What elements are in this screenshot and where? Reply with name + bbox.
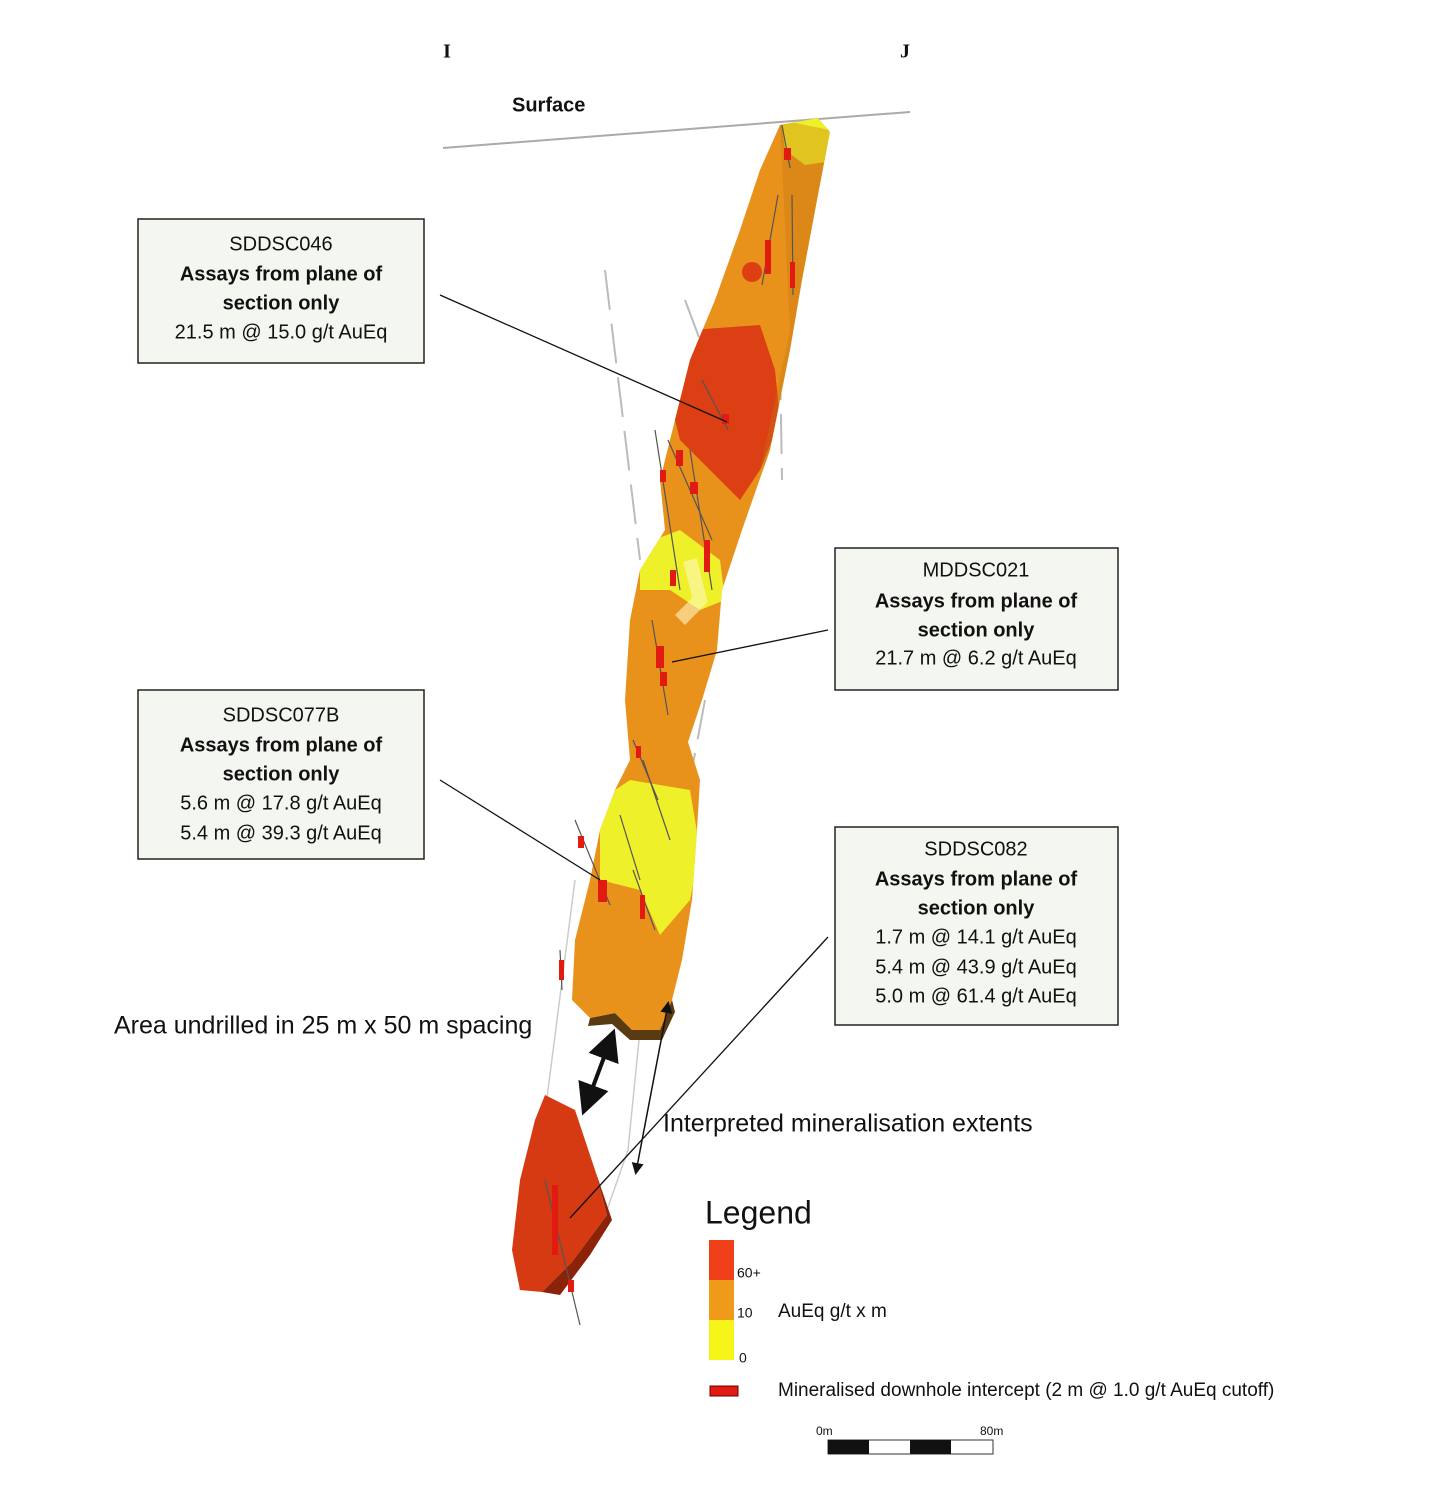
intercept: 5.6 m @ 17.8 g/t AuEq: [180, 792, 382, 814]
hole-id: SDDSC082: [924, 838, 1027, 860]
ramp-label: 10: [737, 1305, 753, 1321]
hole-id: MDDSC021: [923, 559, 1030, 581]
note: Assays from plane of: [875, 590, 1078, 612]
annotation: Interpreted mineralisation extents: [663, 1110, 1033, 1138]
lower-body: [512, 1095, 612, 1295]
ramp-label: 0: [739, 1350, 747, 1366]
surface-line: [442, 111, 911, 149]
intercept-label: Mineralised downhole intercept (2 m @ 1.…: [778, 1380, 1274, 1401]
upper-body: [572, 118, 830, 1040]
surface-label: Surface: [512, 94, 585, 116]
scale-bar: 0m 80m: [816, 1424, 1003, 1455]
intercepts: [552, 148, 795, 1292]
gap-arrow: [578, 1028, 619, 1116]
extent-arrow: [631, 1001, 673, 1175]
section-start: I: [443, 41, 451, 63]
scale-end: 80m: [980, 1424, 1003, 1438]
legend-title: Legend: [705, 1194, 812, 1230]
note: section only: [223, 763, 341, 785]
note: section only: [918, 897, 1036, 919]
intercept: 21.7 m @ 6.2 g/t AuEq: [875, 647, 1077, 669]
note: section only: [918, 619, 1036, 641]
legend: Legend 60+ 10 0 AuEq g/t x m Mineralised…: [705, 1194, 1274, 1401]
intercept: 5.4 m @ 39.3 g/t AuEq: [180, 822, 382, 844]
callout: SDDSC046 Assays from plane of section on…: [137, 218, 728, 423]
hole-id: SDDSC046: [229, 233, 332, 255]
note: Assays from plane of: [875, 868, 1078, 890]
ramp-label: 60+: [737, 1265, 761, 1281]
note: section only: [223, 292, 341, 314]
scale-start: 0m: [816, 1424, 833, 1438]
annotation: Area undrilled in 25 m x 50 m spacing: [114, 1012, 532, 1040]
hole-id: SDDSC077B: [223, 704, 340, 726]
callout: MDDSC021 Assays from plane of section on…: [671, 547, 1119, 691]
intercept: 1.7 m @ 14.1 g/t AuEq: [875, 926, 1077, 948]
intercept: 21.5 m @ 15.0 g/t AuEq: [175, 321, 388, 343]
callout: SDDSC082 Assays from plane of section on…: [569, 826, 1119, 1219]
callout: SDDSC077B Assays from plane of section o…: [137, 689, 601, 881]
section-end: J: [900, 41, 910, 63]
intercept: 5.0 m @ 61.4 g/t AuEq: [875, 985, 1077, 1007]
intercept: 5.4 m @ 43.9 g/t AuEq: [875, 956, 1077, 978]
ramp-caption: AuEq g/t x m: [778, 1301, 887, 1322]
note: Assays from plane of: [180, 734, 383, 756]
note: Assays from plane of: [180, 263, 383, 285]
